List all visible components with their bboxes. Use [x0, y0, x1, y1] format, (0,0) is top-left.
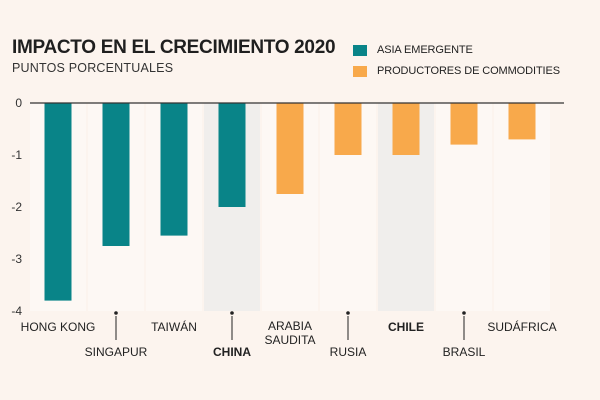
- bar-china: [218, 103, 246, 207]
- bar-taiwan: [160, 103, 188, 236]
- legend-item-asia-emergente: ASIA EMERGENTE: [353, 43, 473, 57]
- category-label-rusia: RUSIA: [330, 345, 367, 359]
- bar-sudafrica: [508, 103, 536, 140]
- category-label-singapur: SINGAPUR: [85, 345, 148, 359]
- chart-subtitle: PUNTOS PORCENTUALES: [12, 61, 174, 75]
- category-label-chile: CHILE: [388, 320, 424, 334]
- y-tick-label: -1: [11, 148, 22, 162]
- leader-dot-brasil: [462, 311, 466, 315]
- leader-dot-singapur: [114, 311, 118, 315]
- bar-brasil: [450, 103, 478, 145]
- category-label-china: CHINA: [213, 345, 251, 359]
- bar-hong-kong: [44, 103, 72, 301]
- category-label-brasil: BRASIL: [443, 345, 486, 359]
- category-label-hong-kong: HONG KONG: [21, 320, 96, 334]
- y-tick-label: -2: [11, 200, 22, 214]
- legend-swatch-asia-emergente: [353, 44, 367, 56]
- leader-dot-rusia: [346, 311, 350, 315]
- chart-title: IMPACTO EN EL CRECIMIENTO 2020: [12, 37, 336, 58]
- y-tick-label: -3: [11, 252, 22, 266]
- legend-item-productores-de-commodities: PRODUCTORES DE COMMODITIES: [353, 64, 560, 78]
- category-label-taiwan: TAIWÁN: [151, 319, 197, 334]
- legend-label-productores-de-commodities: PRODUCTORES DE COMMODITIES: [377, 65, 560, 77]
- category-label-arabia-saudita: SAUDITA: [264, 333, 315, 347]
- category-label-sudafrica: SUDÁFRICA: [487, 319, 556, 334]
- y-tick-label: 0: [15, 96, 22, 110]
- bar-rusia: [334, 103, 362, 155]
- leader-dot-china: [230, 311, 234, 315]
- legend-swatch-productores-de-commodities: [353, 65, 367, 77]
- y-tick-label: -4: [11, 304, 22, 318]
- bar-singapur: [102, 103, 130, 246]
- bar-arabia-saudita: [276, 103, 304, 194]
- category-label-arabia-saudita: ARABIA: [268, 319, 312, 333]
- legend-label-asia-emergente: ASIA EMERGENTE: [377, 44, 473, 56]
- bar-chile: [392, 103, 420, 155]
